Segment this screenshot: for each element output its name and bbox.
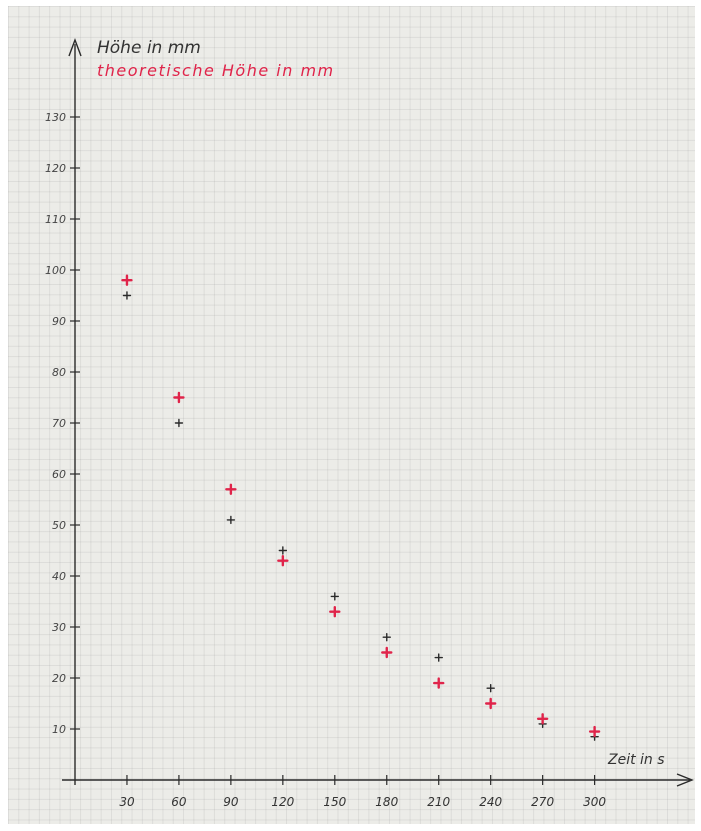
x-tick-label: 180 xyxy=(375,795,398,809)
x-axis-label: Zeit in s xyxy=(607,752,665,768)
x-tick-label: 240 xyxy=(479,795,502,809)
x-tick-label: 300 xyxy=(583,795,606,809)
y-axis-arrow xyxy=(68,38,82,57)
theoretical-point xyxy=(381,646,393,659)
theoretical-point xyxy=(433,677,445,689)
theoretical-point xyxy=(588,725,601,738)
theoretical-point xyxy=(277,555,289,567)
y-tick-label: 10 xyxy=(52,723,66,736)
theoretical-point xyxy=(536,713,549,725)
y-tick-label: 20 xyxy=(52,672,66,685)
measured-point xyxy=(226,515,236,525)
x-tick-label: 30 xyxy=(119,795,135,809)
ticks: 30 60 90 120 150 180 210 240 270 300 10 20 30 40 50 60 7… xyxy=(45,111,606,809)
graph-paper xyxy=(8,6,695,824)
measured-point xyxy=(382,633,391,642)
theoretical-point xyxy=(173,391,185,404)
y-tick-label: 100 xyxy=(45,264,66,277)
y-tick-label: 90 xyxy=(52,315,66,328)
theoretical-point xyxy=(121,274,133,286)
x-tick-label: 120 xyxy=(271,795,294,809)
theoretical-point xyxy=(484,697,497,710)
x-tick-label: 90 xyxy=(223,795,239,809)
x-tick-label: 150 xyxy=(323,795,346,809)
y-tick-label: 120 xyxy=(45,162,66,175)
y-tick-label: 30 xyxy=(52,621,66,634)
x-tick-label: 60 xyxy=(171,795,187,809)
y-axis-label: Höhe in mm xyxy=(97,38,201,58)
measured-point xyxy=(278,546,288,555)
y-tick-label: 50 xyxy=(52,519,66,532)
x-axis-arrow xyxy=(676,773,694,787)
measured-point xyxy=(122,291,132,300)
x-tick-label: 210 xyxy=(427,795,450,809)
y-axis-label-theoretical: theoretische Höhe in mm xyxy=(97,61,335,80)
y-tick-label: 70 xyxy=(52,417,66,430)
y-tick-label: 60 xyxy=(52,468,66,481)
axes xyxy=(62,38,694,787)
data-points xyxy=(121,274,601,741)
y-tick-label: 110 xyxy=(45,213,66,226)
measured-point xyxy=(330,592,339,601)
measured-point xyxy=(434,653,443,662)
theoretical-point xyxy=(225,483,237,495)
theoretical-point xyxy=(329,606,341,618)
x-tick-label: 270 xyxy=(531,795,554,809)
measured-point xyxy=(486,684,495,693)
measured-point xyxy=(174,418,184,428)
y-tick-label: 40 xyxy=(52,570,66,583)
y-tick-label: 130 xyxy=(45,111,66,124)
y-tick-label: 80 xyxy=(52,366,66,379)
